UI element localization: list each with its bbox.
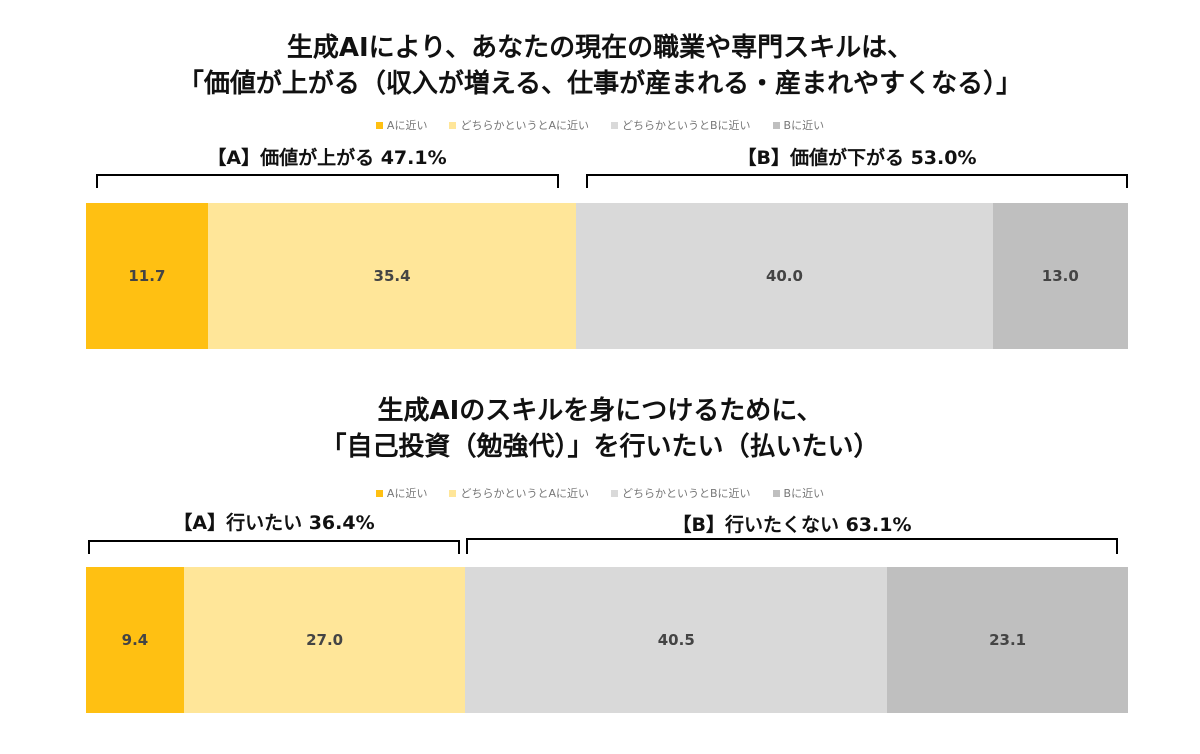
legend-swatch [375, 121, 383, 129]
data-label: 40.0 [765, 267, 803, 285]
legend-item: Bに近い [772, 485, 825, 501]
group-b-bracket [586, 174, 1128, 188]
chart-2-brackets [88, 538, 1118, 554]
legend-item: どちらかというとAに近い [449, 485, 589, 501]
chart-2-group-a-label: 【A】行いたい 36.4% [173, 512, 375, 534]
bar-segment: 13.0 [992, 203, 1128, 349]
chart-2-group-b-label: 【B】行いたくない 63.1% [672, 514, 912, 536]
data-label: 40.5 [657, 631, 695, 649]
chart-2-legend: Aに近い どちらかというとAに近い どちらかというとBに近い Bに近い [0, 485, 1200, 501]
chart-2-title: 生成AIのスキルを身につけるために、 「自己投資（勉強代）」を行いたい（払いたい… [0, 393, 1200, 465]
data-label: 27.0 [306, 631, 344, 649]
legend-swatch [610, 121, 618, 129]
legend-swatch [449, 121, 457, 129]
bar-segment: 40.0 [576, 203, 993, 349]
chart-1-group-a-label: 【A】価値が上がる 47.1% [207, 147, 447, 169]
data-label: 9.4 [121, 631, 149, 649]
chart-2-title-line2: 「自己投資（勉強代）」を行いたい（払いたい） [320, 432, 880, 462]
bar-segment: 35.4 [207, 203, 577, 349]
group-a-bracket [88, 540, 460, 554]
legend-item: Aに近い [375, 117, 428, 133]
chart-1-brackets [96, 174, 1128, 188]
legend-item: どちらかというとBに近い [610, 117, 751, 133]
bar-segment: 11.7 [86, 203, 208, 349]
legend-item: Bに近い [772, 117, 825, 133]
chart-1-title: 生成AIにより、あなたの現在の職業や専門スキルは、 「価値が上がる（収入が増える… [0, 30, 1200, 102]
data-label: 13.0 [1041, 267, 1079, 285]
legend-swatch [772, 121, 780, 129]
legend-label: どちらかというとAに近い [460, 119, 589, 132]
legend-label: Bに近い [783, 487, 825, 500]
chart-1-stacked-bar: 11.7 35.4 40.0 13.0 [86, 203, 1128, 349]
data-label: 23.1 [989, 631, 1027, 649]
bar-segment: 27.0 [183, 567, 466, 713]
bar-segment: 9.4 [86, 567, 184, 713]
chart-2-stacked-bar: 9.4 27.0 40.5 23.1 [86, 567, 1128, 713]
chart-1-group-b-label: 【B】価値が下がる 53.0% [737, 147, 977, 169]
legend-item: どちらかというとAに近い [449, 117, 589, 133]
legend-item: どちらかというとBに近い [610, 485, 751, 501]
legend-label: どちらかというとBに近い [621, 487, 751, 500]
legend-swatch [375, 489, 383, 497]
legend-label: Aに近い [386, 119, 428, 132]
legend-swatch [610, 489, 618, 497]
chart-2-title-line1: 生成AIのスキルを身につけるために、 [377, 396, 823, 426]
legend-label: Bに近い [783, 119, 825, 132]
legend-swatch [772, 489, 780, 497]
bar-segment: 40.5 [465, 567, 888, 713]
chart-1-title-line2: 「価値が上がる（収入が増える、仕事が産まれる・産まれやすくなる）」 [177, 69, 1023, 99]
chart-1-title-line1: 生成AIにより、あなたの現在の職業や専門スキルは、 [286, 33, 914, 63]
legend-swatch [449, 489, 457, 497]
legend-item: Aに近い [375, 485, 428, 501]
data-label: 35.4 [373, 267, 411, 285]
chart-1-legend: Aに近い どちらかというとAに近い どちらかというとBに近い Bに近い [0, 117, 1200, 133]
legend-label: どちらかというとBに近い [621, 119, 751, 132]
legend-label: どちらかというとAに近い [460, 487, 589, 500]
bar-segment: 23.1 [887, 567, 1128, 713]
group-b-bracket [466, 538, 1118, 554]
group-a-bracket [96, 174, 559, 188]
legend-label: Aに近い [386, 487, 428, 500]
data-label: 11.7 [128, 267, 166, 285]
